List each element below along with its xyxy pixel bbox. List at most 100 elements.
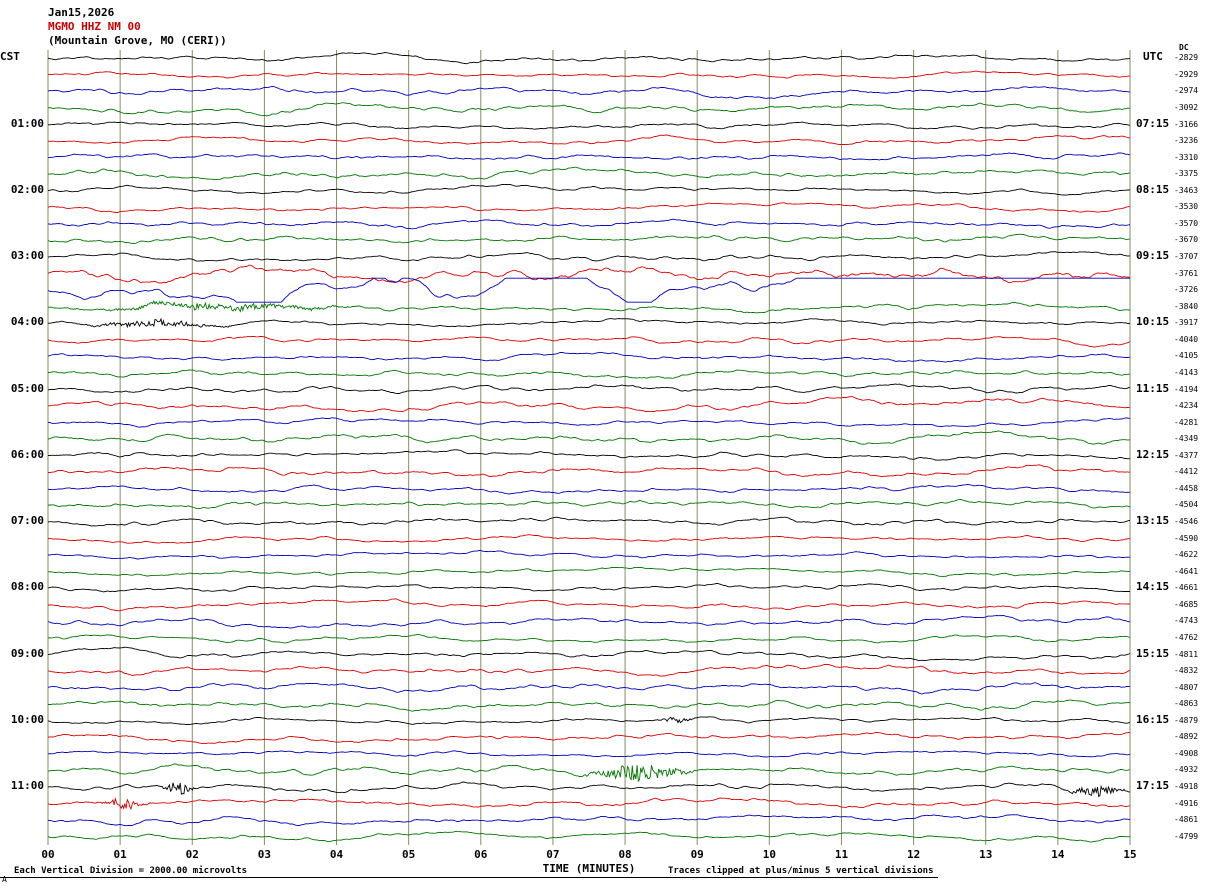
trace-row — [47, 814, 1130, 827]
trace-row — [48, 550, 1131, 560]
dc-value: -2929 — [1174, 69, 1199, 79]
trace-row — [47, 369, 1131, 379]
minute-tick-label: 11 — [834, 848, 849, 861]
dc-value: -4377 — [1174, 450, 1199, 460]
trace-row — [47, 233, 1131, 244]
trace-row — [47, 102, 1130, 117]
dc-value: -3463 — [1174, 185, 1199, 195]
trace-row — [48, 750, 1131, 758]
hour-label-utc: 08:15 — [1136, 182, 1170, 196]
trace-row — [47, 516, 1131, 527]
dc-value: -4908 — [1174, 748, 1199, 758]
hour-label-cst: 07:00 — [10, 514, 44, 528]
trace-row — [47, 464, 1131, 478]
hour-label-utc: 12:15 — [1136, 447, 1170, 461]
trace-row — [47, 583, 1130, 593]
trace-row — [48, 383, 1131, 394]
hour-label-utc: 09:15 — [1136, 249, 1170, 263]
trace-row — [48, 317, 1131, 329]
hour-label-cst: 02:00 — [10, 182, 44, 196]
footer-clip-note: Traces clipped at plus/minus 5 vertical … — [668, 866, 934, 876]
dc-value: -2829 — [1174, 53, 1199, 63]
trace-row — [48, 830, 1131, 843]
left-axis-header: CST — [0, 50, 20, 63]
trace-row — [47, 351, 1130, 363]
dc-value: -3530 — [1174, 202, 1199, 212]
trace-row — [47, 251, 1130, 262]
dc-value: -4762 — [1174, 632, 1199, 642]
minute-tick-label: 07 — [546, 848, 560, 861]
trace-row — [47, 202, 1131, 214]
dc-value: -4661 — [1174, 583, 1199, 593]
minute-tick-label: 15 — [1123, 848, 1137, 861]
dc-value: -3166 — [1174, 119, 1199, 129]
dc-value: -4641 — [1174, 566, 1199, 576]
minute-tick-label: 09 — [690, 848, 704, 861]
dc-value: -4799 — [1174, 831, 1199, 841]
dc-value: -4105 — [1174, 351, 1199, 361]
trace-row — [48, 566, 1131, 578]
hour-label-cst: 01:00 — [10, 116, 44, 130]
trace-row — [47, 615, 1130, 629]
minute-tick-label: 13 — [979, 848, 993, 861]
trace-row — [47, 52, 1131, 65]
trace-row — [47, 498, 1131, 510]
hour-label-cst: 04:00 — [10, 315, 44, 329]
minute-tick-label: 05 — [402, 848, 416, 861]
dc-value: -4892 — [1174, 732, 1199, 742]
hour-label-cst: 09:00 — [10, 646, 44, 660]
minute-tick-label: 14 — [1051, 848, 1065, 861]
dc-value: -4040 — [1174, 334, 1199, 344]
dc-value: -4685 — [1174, 599, 1199, 609]
dc-value: -3840 — [1174, 301, 1199, 311]
header-station: MGMO HHZ NM 00 — [48, 20, 141, 33]
hour-label-utc: 13:15 — [1136, 514, 1170, 528]
footer-underline — [0, 877, 938, 878]
hour-label-cst: 03:00 — [10, 249, 44, 263]
hour-label-cst: 10:00 — [10, 712, 44, 726]
trace-row — [47, 682, 1131, 695]
right-axis-header: UTC — [1143, 50, 1163, 63]
hour-label-utc: 11:15 — [1136, 381, 1170, 395]
dc-value: -3761 — [1174, 268, 1199, 278]
trace-row — [47, 70, 1131, 79]
header-date: Jan15,2026 — [48, 6, 115, 19]
minute-tick-label: 00 — [41, 848, 55, 861]
trace-row — [47, 797, 1131, 811]
trace-row — [47, 716, 1131, 726]
dc-value: -4807 — [1174, 682, 1199, 692]
trace-row — [47, 483, 1131, 495]
trace-row — [47, 85, 1130, 99]
trace-row — [47, 449, 1130, 461]
dc-value: -3707 — [1174, 252, 1199, 262]
minute-tick-label: 08 — [618, 848, 632, 861]
trace-row — [48, 396, 1131, 413]
dc-value: -4622 — [1174, 550, 1199, 560]
trace-row — [47, 134, 1131, 146]
dc-value: -4194 — [1174, 384, 1199, 394]
hour-label-utc: 14:15 — [1136, 580, 1170, 594]
trace-row — [47, 646, 1131, 662]
trace-row — [48, 663, 1131, 677]
dc-value: -4143 — [1174, 367, 1199, 377]
trace-row — [47, 152, 1130, 161]
dc-value: -4458 — [1174, 483, 1199, 493]
dc-value: -3726 — [1174, 285, 1199, 295]
header-location: (Mountain Grove, MO (CERI)) — [48, 34, 227, 47]
dc-value: -4811 — [1174, 649, 1199, 659]
dc-value: -4832 — [1174, 666, 1199, 676]
trace-row — [47, 417, 1130, 428]
x-axis-title: TIME (MINUTES) — [542, 862, 636, 875]
trace-row — [47, 218, 1131, 230]
footer-scale-note: Each Vertical Division = 2000.00 microvo… — [14, 866, 247, 876]
trace-row — [47, 732, 1131, 745]
hour-label-utc: 15:15 — [1136, 646, 1170, 660]
dc-value: -3375 — [1174, 169, 1199, 179]
trace-row — [47, 335, 1131, 348]
minute-tick-label: 04 — [329, 848, 344, 861]
trace-row — [47, 183, 1131, 196]
minute-tick-label: 01 — [113, 848, 127, 861]
dc-value: -3670 — [1174, 235, 1199, 245]
